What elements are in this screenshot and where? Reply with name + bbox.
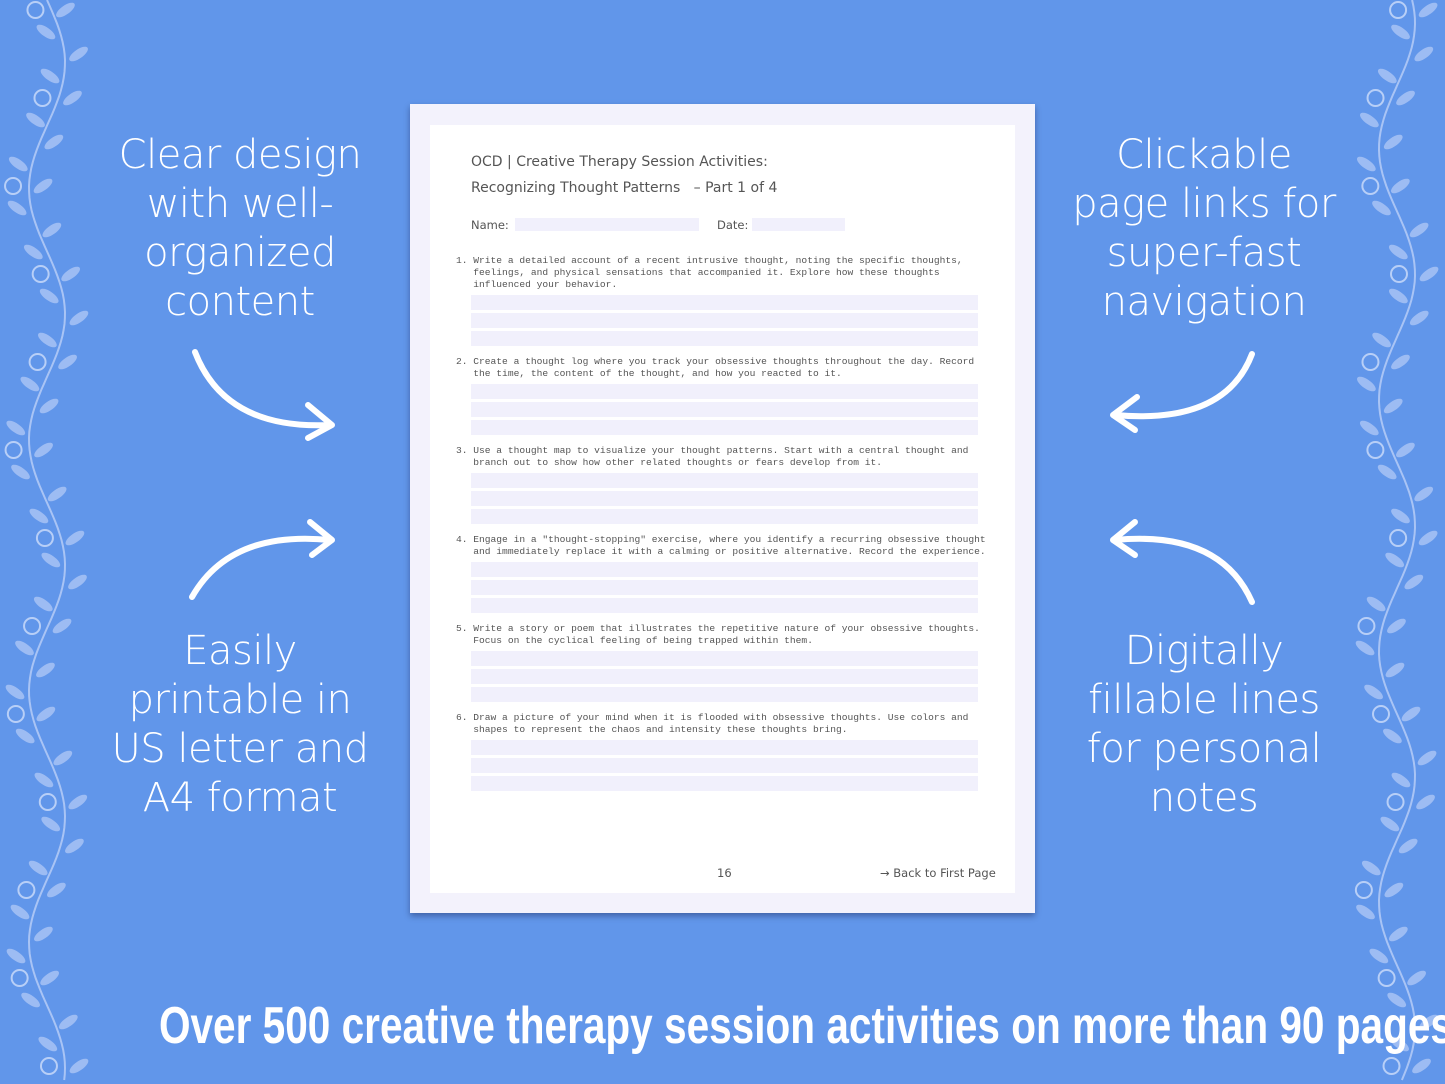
worksheet-subtitle: Recognizing Thought Patterns – Part 1 of… — [471, 180, 778, 196]
feature-text-fillable: Digitally fillable lines for personal no… — [1054, 627, 1354, 823]
feature-line: super-fast — [1106, 230, 1302, 276]
curved-arrow-icon — [1110, 351, 1255, 433]
feature-line: with well- — [146, 181, 334, 227]
answer-line[interactable] — [471, 580, 978, 595]
answer-line[interactable] — [471, 776, 978, 791]
feature-line: US letter and — [111, 726, 370, 772]
answer-line[interactable] — [471, 598, 978, 613]
page-number: 16 — [717, 866, 732, 880]
feature-line: Clear design — [118, 132, 362, 178]
feature-text-links: Clickable page links for super-fast navi… — [1054, 131, 1354, 327]
answer-line[interactable] — [471, 473, 978, 488]
question-2: 2. Create a thought log where you track … — [456, 356, 975, 379]
answer-line[interactable] — [471, 420, 978, 435]
worksheet-content: OCD | Creative Therapy Session Activitie… — [430, 125, 1015, 893]
question-5: 5. Write a story or poem that illustrate… — [456, 623, 980, 646]
feature-line: for personal — [1086, 726, 1322, 772]
name-field[interactable] — [515, 218, 699, 231]
curved-arrow-icon — [1110, 519, 1255, 605]
name-label: Name: — [471, 218, 509, 232]
worksheet-page-preview: OCD | Creative Therapy Session Activitie… — [410, 104, 1035, 913]
curved-arrow-icon — [189, 519, 335, 600]
answer-line[interactable] — [471, 491, 978, 506]
feature-line: A4 format — [142, 775, 338, 821]
answer-line[interactable] — [471, 687, 978, 702]
question-1: 1. Write a detailed account of a recent … — [456, 255, 963, 290]
feature-text-design: Clear design with well- organized conten… — [90, 131, 390, 327]
curved-arrow-icon — [192, 349, 335, 441]
answer-line[interactable] — [471, 509, 978, 524]
answer-line[interactable] — [471, 384, 978, 399]
floral-vine-decoration-right — [1354, 0, 1439, 1081]
answer-line[interactable] — [471, 758, 978, 773]
answer-line[interactable] — [471, 740, 978, 755]
question-6: 6. Draw a picture of your mind when it i… — [456, 712, 969, 735]
feature-line: Easily — [183, 628, 297, 674]
answer-line[interactable] — [471, 402, 978, 417]
feature-line: fillable lines — [1088, 677, 1320, 723]
worksheet-title: OCD | Creative Therapy Session Activitie… — [471, 154, 768, 170]
feature-line: Clickable — [1116, 132, 1292, 178]
answer-line[interactable] — [471, 331, 978, 346]
answer-line[interactable] — [471, 295, 978, 310]
feature-line: organized — [144, 230, 336, 276]
floral-vine-decoration-left — [4, 0, 89, 1081]
answer-line[interactable] — [471, 313, 978, 328]
date-label: Date: — [717, 218, 749, 232]
back-to-first-page-link[interactable]: → Back to First Page — [880, 866, 996, 880]
feature-line: page links for — [1072, 181, 1336, 227]
answer-line[interactable] — [471, 562, 978, 577]
feature-line: content — [165, 279, 315, 325]
question-4: 4. Engage in a "thought-stopping" exerci… — [456, 534, 986, 557]
feature-line: navigation — [1101, 279, 1307, 325]
question-3: 3. Use a thought map to visualize your t… — [456, 445, 969, 468]
answer-line[interactable] — [471, 651, 978, 666]
promo-banner: Over 500 creative therapy session activi… — [158, 997, 1445, 1055]
feature-text-printable: Easily printable in US letter and A4 for… — [90, 627, 390, 823]
feature-line: notes — [1149, 775, 1259, 821]
answer-line[interactable] — [471, 669, 978, 684]
feature-line: Digitally — [1124, 628, 1284, 674]
feature-line: printable in — [128, 677, 352, 723]
date-field[interactable] — [752, 218, 845, 231]
